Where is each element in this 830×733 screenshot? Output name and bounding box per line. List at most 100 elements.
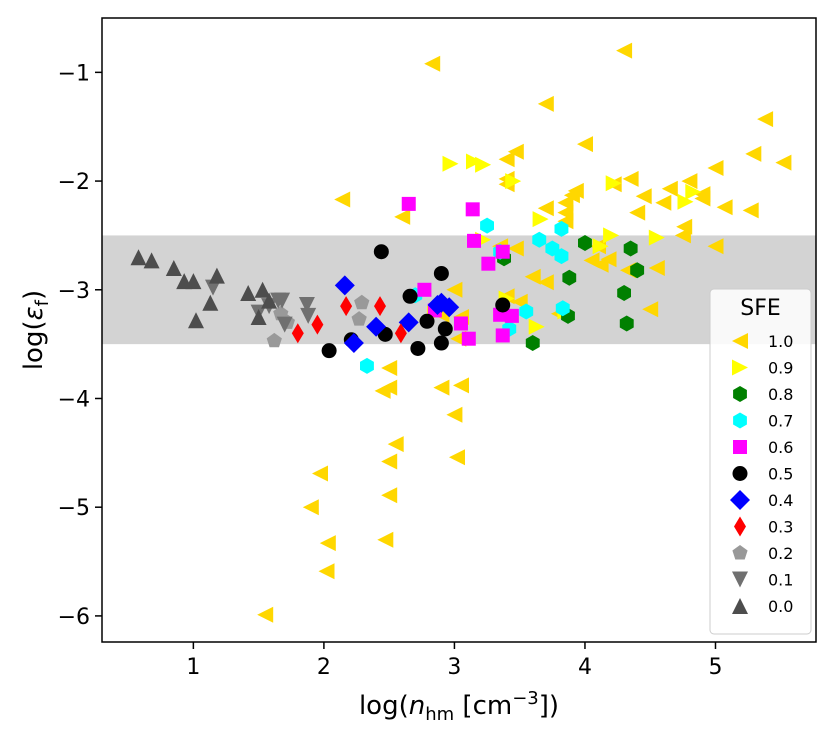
legend-marker-0-0: [732, 598, 748, 614]
plot-frame: [101, 17, 817, 643]
legend-label: 0.6: [768, 438, 793, 457]
data-point-sfe-0-0: [250, 309, 267, 325]
y-tick-label: −4: [58, 387, 90, 412]
data-point-sfe-1-0: [312, 465, 328, 482]
data-point-sfe-0-1: [274, 292, 291, 309]
data-point-sfe-0-4: [398, 312, 419, 333]
data-point-sfe-1-0: [507, 143, 524, 160]
data-point-sfe-1-0: [642, 301, 659, 318]
data-point-sfe-1-0: [742, 202, 759, 219]
data-point-sfe-1-0: [563, 187, 580, 204]
data-point-sfe-1-0: [498, 151, 515, 168]
legend-label: 1.0: [768, 332, 793, 351]
data-point-sfe-1-0: [449, 449, 465, 466]
legend-label: 0.9: [768, 359, 793, 378]
data-point-sfe-0-5: [433, 335, 449, 351]
data-point-sfe-1-0: [707, 238, 724, 255]
data-point-sfe-1-0: [629, 204, 646, 221]
data-point-sfe-1-0: [694, 190, 711, 207]
data-point-sfe-0-5: [373, 244, 389, 260]
data-point-sfe-1-0: [377, 531, 394, 548]
legend-label: 0.5: [768, 465, 793, 484]
data-point-sfe-0-5: [321, 343, 337, 359]
data-point-sfe-0-7: [554, 248, 569, 265]
legend-marker-0-1: [732, 571, 748, 588]
data-point-sfe-0-9: [677, 193, 694, 210]
data-point-sfe-1-0: [557, 213, 574, 230]
x-tick-label: 3: [447, 655, 461, 680]
data-point-sfe-0-2: [351, 311, 367, 326]
data-point-sfe-0-5: [437, 321, 453, 337]
data-point-sfe-0-9: [605, 175, 622, 192]
data-point-sfe-0-9: [685, 183, 702, 200]
data-point-sfe-0-7: [532, 231, 547, 248]
data-point-sfe-1-0: [507, 240, 524, 257]
data-point-sfe-1-0: [577, 136, 593, 153]
data-point-sfe-0-6: [481, 256, 496, 271]
data-point-sfe-1-0: [600, 251, 617, 268]
data-point-sfe-0-7: [480, 217, 494, 234]
data-point-sfe-1-0: [661, 180, 678, 197]
data-point-sfe-0-6: [453, 316, 468, 331]
ticks-layer: 1 2 3 4 5 −6 −5 −4 −3 −2 −1: [58, 61, 723, 680]
data-point-sfe-0-5: [402, 288, 418, 304]
data-point-sfe-0-8: [619, 315, 634, 332]
data-point-sfe-0-5: [419, 313, 435, 329]
legend-marker-0-4: [730, 490, 750, 510]
data-point-sfe-0-0: [185, 273, 202, 290]
data-point-sfe-1-0: [524, 268, 541, 285]
data-point-sfe-0-4: [366, 316, 387, 337]
data-point-sfe-0-0: [202, 294, 219, 311]
data-point-sfe-1-0: [381, 379, 398, 396]
legend-marker-0-2: [732, 545, 748, 560]
data-point-sfe-0-5: [410, 340, 426, 356]
data-point-sfe-1-0: [424, 55, 441, 72]
data-point-sfe-0-0: [208, 267, 225, 284]
legend-label: 0.4: [768, 491, 793, 510]
data-point-sfe-0-0: [254, 281, 271, 298]
data-point-sfe-0-6: [401, 196, 416, 211]
data-point-sfe-1-0: [537, 95, 554, 112]
data-point-sfe-1-0: [745, 145, 762, 162]
legend-label: 0.7: [768, 412, 793, 431]
data-point-sfe-0-9: [475, 156, 492, 173]
legend-marker-0-6: [733, 440, 747, 454]
data-point-sfe-1-0: [381, 453, 398, 470]
data-point-sfe-0-6: [465, 202, 480, 217]
data-point-sfe-1-0: [537, 274, 554, 291]
y-tick-label: −1: [58, 61, 90, 86]
data-point-sfe-0-8: [578, 235, 592, 251]
y-axis-label: log(εf): [19, 290, 53, 370]
data-point-sfe-0-3: [291, 323, 304, 344]
data-point-sfe-0-8: [617, 285, 631, 301]
data-point-sfe-1-0: [319, 535, 336, 552]
data-point-sfe-0-8: [562, 269, 577, 286]
data-point-sfe-0-4: [334, 275, 355, 296]
legend-label: 0.0: [768, 597, 793, 616]
data-point-sfe-0-6: [504, 308, 519, 323]
data-point-sfe-0-0: [240, 285, 257, 301]
y-tick-label: −3: [58, 279, 90, 304]
data-point-sfe-0-3: [394, 323, 407, 344]
data-point-sfe-0-9: [592, 238, 609, 255]
y-tick-label: −2: [58, 170, 90, 195]
data-point-sfe-0-6: [467, 233, 482, 248]
data-point-sfe-0-7: [519, 303, 534, 320]
data-point-sfe-0-0: [165, 260, 182, 276]
data-point-sfe-1-0: [257, 606, 274, 623]
data-point-sfe-0-9: [505, 173, 522, 190]
legend: SFE 1.0 0.9 0.8 0.7 0.6 0.5 0.4 0.3 0.2 0.1 0.0: [709, 288, 812, 635]
data-point-sfe-1-0: [635, 188, 652, 205]
data-point-sfe-0-0: [261, 292, 278, 309]
data-point-sfe-0-9: [466, 153, 482, 170]
data-point-sfe-0-9: [442, 155, 459, 172]
y-tick-label: −6: [58, 605, 90, 630]
data-point-sfe-1-0: [387, 436, 404, 453]
data-point-sfe-1-0: [616, 42, 633, 59]
data-point-sfe-0-6: [461, 331, 476, 346]
legend-marker-0-5: [732, 466, 748, 481]
data-point-sfe-1-0: [381, 360, 398, 376]
data-point-sfe-0-6: [495, 244, 510, 259]
data-point-sfe-0-8: [525, 335, 540, 351]
